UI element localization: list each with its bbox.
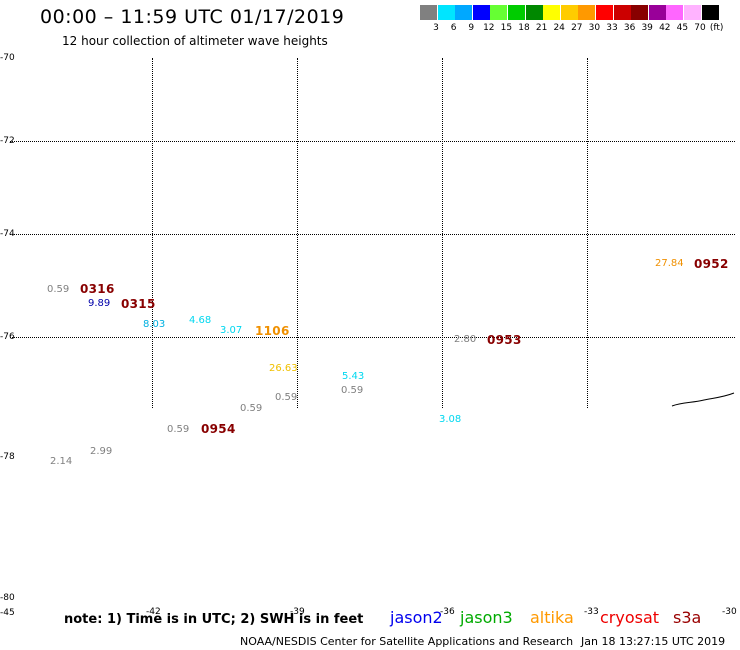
swh-value: 3.08: [439, 414, 462, 425]
lat-label: -78: [0, 452, 15, 462]
pass-time-label: 1106: [255, 324, 290, 338]
lon-label: -39: [290, 607, 305, 617]
legend-label: 42: [659, 23, 671, 33]
legend-label: 27: [571, 23, 583, 33]
legend-swatch: [631, 5, 649, 20]
lat-label: -80: [0, 593, 15, 603]
swh-value: 2.80: [454, 334, 477, 345]
grid-line-h: [10, 141, 735, 142]
swh-value: 0.59: [167, 424, 190, 435]
legend-label: 33: [606, 23, 618, 33]
note-text: note: 1) Time is in UTC; 2) SWH is in fe…: [64, 612, 364, 627]
legend-label: 9: [468, 23, 475, 33]
pass-time-label: 0315: [121, 297, 156, 311]
satellite-label-altika: altika: [530, 608, 574, 627]
legend-label: 21: [535, 23, 548, 33]
satellite-label-jason3: jason3: [460, 608, 513, 627]
grid-line-h: [10, 337, 735, 338]
swh-value: 0.59: [275, 392, 298, 403]
legend-label: 36: [623, 23, 636, 33]
legend-label: 3: [433, 23, 439, 33]
pass-time-label: 0316: [80, 282, 115, 296]
swh-value: 4.68: [189, 315, 212, 326]
legend-swatch: [472, 5, 490, 20]
lon-label: -36: [440, 607, 455, 617]
swh-value: 8.03: [143, 319, 166, 330]
satellite-label-s3a: s3a: [673, 608, 702, 627]
lat-label: -74: [0, 229, 15, 239]
legend-swatch: [701, 5, 719, 20]
legend-label: 12: [483, 23, 495, 33]
satellite-label-jason2: jason2: [390, 608, 443, 627]
legend-swatch: [420, 5, 437, 20]
satellite-label-cryosat: cryosat: [600, 608, 660, 627]
legend-swatch: [613, 5, 631, 20]
swh-value: 0.59: [47, 284, 70, 295]
page-title: 00:00 – 11:59 UTC 01/17/2019: [40, 6, 345, 28]
swh-value: 0.59: [341, 385, 364, 396]
swh-value: 5.43: [342, 371, 365, 382]
swh-value: 2.99: [90, 446, 113, 457]
legend-label: 70: [694, 23, 706, 33]
grid-line-v: [587, 58, 588, 408]
legend-swatch: [666, 5, 684, 20]
lat-label: -72: [0, 136, 15, 146]
grid-line-h: [10, 234, 735, 235]
page-subtitle: 12 hour collection of altimeter wave hei…: [62, 34, 328, 48]
pass-time-label: 0952: [694, 257, 729, 271]
legend-swatch: [560, 5, 578, 20]
legend-swatch: [490, 5, 508, 20]
legend-swatch: [455, 5, 473, 20]
pass-time-label: 0954: [201, 422, 236, 436]
swh-value: 26.63: [269, 363, 298, 374]
color-legend: 3 6 9 12 15 18 21 24 27 30 33 36 39 42 45 70 (ft): [420, 5, 730, 35]
legend-label: 18: [518, 23, 530, 33]
legend-label: 6: [450, 23, 457, 33]
legend-label: 24: [553, 23, 565, 33]
swh-value: 27.84: [655, 258, 684, 269]
legend-label: 45: [676, 23, 689, 33]
grid-line-v: [442, 58, 443, 408]
legend-swatch: [525, 5, 543, 20]
legend-swatch: [648, 5, 666, 20]
legend-swatch: [684, 5, 701, 20]
legend-label: 30: [588, 23, 601, 33]
lon-label: -30: [722, 607, 737, 617]
legend-swatch: [508, 5, 525, 20]
lat-label: -76: [0, 332, 15, 342]
grid-line-v: [152, 58, 153, 408]
credit-text: NOAA/NESDIS Center for Satellite Applica…: [240, 635, 574, 648]
legend-swatch: [596, 5, 613, 20]
generated-timestamp: Jan 18 13:27:15 UTC 2019: [581, 635, 726, 648]
legend-swatch: [578, 5, 596, 20]
grid-line-v: [297, 58, 298, 408]
lon-label: -45: [0, 608, 15, 618]
swh-value: 9.89: [88, 298, 111, 309]
coastline-shape: [671, 392, 735, 407]
swh-value: 3.07: [220, 325, 243, 336]
legend-swatch: [543, 5, 561, 20]
lat-label: -70: [0, 53, 15, 63]
lon-label: -42: [146, 607, 161, 617]
swh-value: 0.59: [240, 403, 263, 414]
legend-unit: (ft): [709, 23, 724, 33]
swh-value: 2.14: [50, 456, 73, 467]
pass-time-label: 0953: [487, 333, 522, 347]
legend-label: 39: [641, 23, 653, 33]
legend-label: 15: [500, 23, 513, 33]
lon-label: -33: [584, 607, 599, 617]
legend-swatch: [437, 5, 455, 20]
